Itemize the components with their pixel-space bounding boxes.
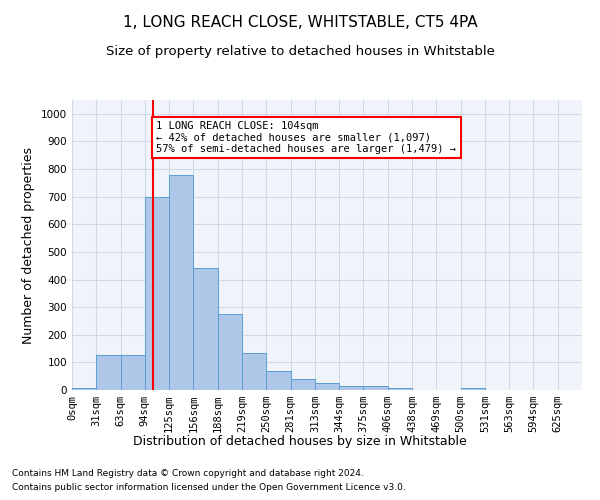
Text: 1 LONG REACH CLOSE: 104sqm
← 42% of detached houses are smaller (1,097)
57% of s: 1 LONG REACH CLOSE: 104sqm ← 42% of deta… [157,120,457,154]
Bar [339,386,364,390]
Bar [364,386,388,390]
Bar [193,268,218,390]
Bar [96,354,121,390]
Text: Contains public sector information licensed under the Open Government Licence v3: Contains public sector information licen… [12,484,406,492]
Bar [72,388,96,390]
Bar [315,383,339,390]
Text: Contains HM Land Registry data © Crown copyright and database right 2024.: Contains HM Land Registry data © Crown c… [12,468,364,477]
Bar [290,379,315,390]
Bar [388,388,412,390]
Bar [266,371,290,390]
Bar [145,196,169,390]
Bar [218,314,242,390]
Y-axis label: Number of detached properties: Number of detached properties [22,146,35,344]
Text: Size of property relative to detached houses in Whitstable: Size of property relative to detached ho… [106,45,494,58]
Text: Distribution of detached houses by size in Whitstable: Distribution of detached houses by size … [133,435,467,448]
Bar [242,352,266,390]
Bar [169,175,193,390]
Bar [461,388,485,390]
Bar [121,354,145,390]
Text: 1, LONG REACH CLOSE, WHITSTABLE, CT5 4PA: 1, LONG REACH CLOSE, WHITSTABLE, CT5 4PA [122,15,478,30]
